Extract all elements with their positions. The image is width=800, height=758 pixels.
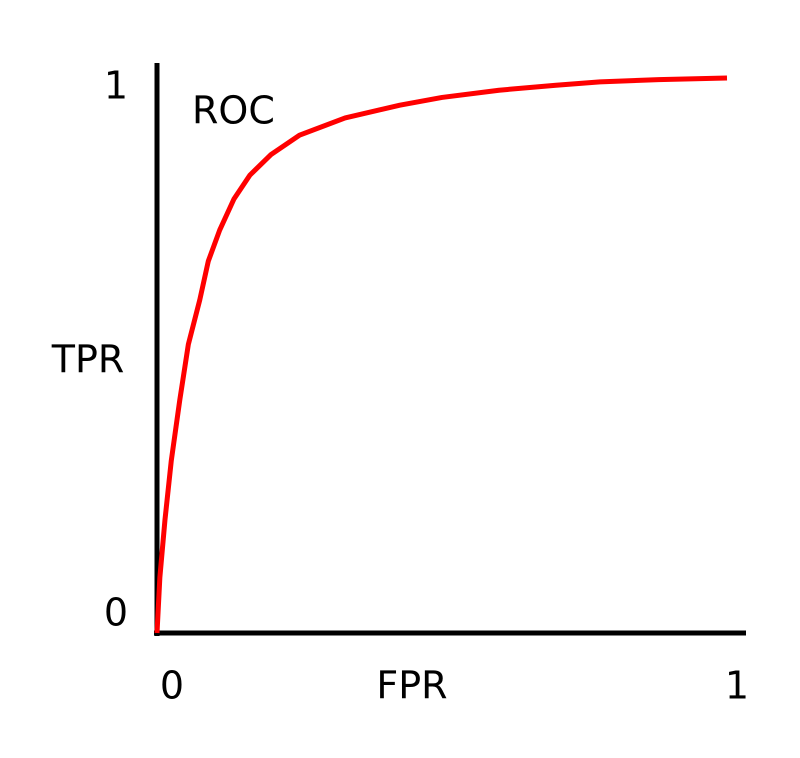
x-tick-label: 1 (725, 664, 749, 708)
y-tick-label: 0 (104, 591, 128, 635)
y-axis-label: TPR (51, 338, 125, 382)
x-axis-label: FPR (376, 664, 447, 708)
x-tick-label: 0 (160, 664, 184, 708)
roc-curve (154, 75, 728, 634)
y-tick-label: 1 (104, 64, 128, 108)
series-label: ROC (192, 89, 275, 133)
